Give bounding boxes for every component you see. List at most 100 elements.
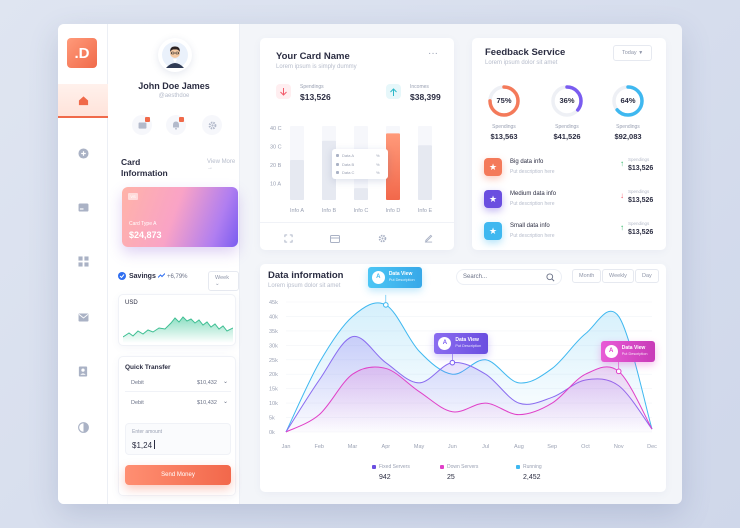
savings-period-select[interactable]: Week ⌄ [208, 271, 239, 291]
messages-button[interactable] [132, 115, 152, 135]
user-badge-icon [78, 365, 88, 377]
legend-item[interactable]: Fixed Servers 942 [372, 464, 442, 486]
search-input[interactable]: Search... [456, 269, 562, 285]
data-view-tooltip[interactable]: A Data View Put Description [367, 266, 422, 288]
check-circle-icon [118, 272, 126, 280]
tooltip-row: Data C% [336, 169, 384, 177]
legend-label: Fixed Servers [379, 464, 410, 470]
y-tick-label: 15k [269, 387, 278, 393]
view-more-link[interactable]: View More → [207, 159, 239, 171]
series-line-running[interactable] [285, 302, 653, 433]
card-settings-button[interactable] [378, 230, 387, 248]
x-tick-label: Dec [647, 444, 657, 450]
settings-button[interactable] [202, 115, 222, 135]
nav-theme[interactable] [58, 410, 108, 444]
bar[interactable] [354, 188, 368, 200]
view-more-label: View More [207, 159, 236, 165]
transfer-row[interactable]: Debit $10,432 ⌄ [125, 375, 231, 392]
caret-down-icon: ▼ [638, 50, 644, 56]
star-icon: ★ [484, 158, 502, 176]
data-view-tooltip[interactable]: A Data View Put Description [600, 341, 655, 363]
tooltip-row: Data A% [336, 152, 384, 160]
x-tick-label: Sep [547, 444, 557, 450]
tooltip-desc: Put Description [388, 277, 415, 282]
savings-chart-card: USD [118, 294, 236, 346]
progress-ring: 64% Spendings $92,083 [608, 84, 648, 144]
data-view-tooltip[interactable]: A Data View Put Description [434, 332, 489, 354]
profile-handle: @aesthdoe [158, 93, 190, 99]
legend-item[interactable]: Down Servers 25 [440, 464, 510, 486]
nav-profile[interactable] [58, 354, 108, 388]
tooltip-row-value: % [376, 161, 380, 167]
feedback-item[interactable]: ★ Medium data info Put description here ↓ Sp… [484, 188, 656, 214]
nav-grid[interactable] [58, 244, 108, 278]
data-point-marker[interactable] [615, 368, 622, 375]
amount-input[interactable]: Enter amount $1,24 [125, 423, 231, 455]
legend-swatch [440, 465, 444, 469]
series-line-down-servers[interactable] [285, 366, 653, 433]
bar[interactable] [386, 133, 400, 200]
x-tick-label: Jun [448, 444, 457, 450]
expand-button[interactable] [284, 230, 293, 248]
tooltip-desc: Put Description [455, 343, 482, 348]
ring-percent: 64% [620, 96, 636, 105]
amount-placeholder: Enter amount [132, 429, 163, 435]
send-money-button[interactable]: Send Money [125, 465, 231, 485]
notification-dot [145, 117, 150, 122]
app-logo[interactable]: .D [67, 38, 97, 68]
data-point-marker[interactable] [449, 359, 456, 366]
progress-ring: 75% Spendings $13,563 [484, 84, 524, 144]
bar-y-tick: 10 A [270, 182, 281, 188]
feedback-item[interactable]: ★ Big data info Put description here ↑ Spend… [484, 156, 656, 182]
feedback-period-value: Today [622, 50, 637, 56]
more-dots-icon: ··· [428, 48, 438, 59]
arrow-up-icon: ↑ [620, 223, 624, 232]
savings-change: +6,79% [167, 274, 188, 280]
feedback-item-title: Medium data info [510, 191, 557, 197]
message-icon [138, 121, 146, 129]
transfer-row-label: Debit [131, 400, 144, 406]
nav-cards[interactable] [58, 190, 108, 224]
feedback-item-title: Small data info [510, 223, 550, 229]
period-day-button[interactable]: Day [635, 269, 659, 283]
y-tick-label: 30k [269, 343, 278, 349]
card-view-button[interactable] [330, 230, 340, 248]
arrow-up-icon: ↑ [620, 159, 624, 168]
legend-item[interactable]: Running 2,452 [516, 464, 586, 486]
transfer-row-amount: $10,432 [197, 400, 217, 406]
ring-chart [488, 85, 520, 117]
avatar[interactable] [158, 38, 192, 72]
ring-arc [488, 85, 520, 117]
legend-value: 942 [379, 474, 391, 481]
card-info-title: Card Information [121, 157, 168, 179]
card-type: Card Type A [129, 221, 157, 227]
data-point-marker[interactable] [383, 302, 389, 308]
legend-swatch [336, 171, 339, 174]
nav-mail[interactable] [58, 300, 108, 334]
arrow-up-icon [386, 84, 401, 99]
ring-percent: 36% [559, 96, 575, 105]
credit-card[interactable]: VS Card Type A $24,873 [122, 187, 238, 247]
notifications-button[interactable] [166, 115, 186, 135]
card-info-title-line1: Card [121, 157, 141, 167]
bar-x-label: Info A [290, 208, 304, 214]
period-month-button[interactable]: Month [572, 269, 602, 283]
bar-x-label: Info B [322, 208, 337, 214]
card-edit-button[interactable] [424, 230, 433, 248]
tooltip-title: Data View [388, 270, 413, 277]
feedback-item[interactable]: ★ Small data info Put description here ↑ Spe… [484, 220, 656, 246]
feedback-period-select[interactable]: Today ▼ [613, 45, 653, 61]
chevron-down-icon: ⌄ [215, 281, 220, 287]
bar[interactable] [418, 145, 432, 200]
nav-add[interactable] [58, 136, 108, 170]
quick-transfer-card: Quick Transfer Debit $10,432 ⌄ Debit $10… [118, 356, 236, 496]
feedback-stat-value: $13,526 [628, 197, 654, 204]
chevron-down-icon: ⌄ [223, 399, 229, 405]
data-info-title: Data information [268, 270, 344, 281]
card-bar-chart: 40 C 30 C 20 B 10 A Info A Info B Info C Info D… [270, 126, 433, 214]
transfer-row[interactable]: Debit $10,432 ⌄ [125, 395, 231, 412]
bar[interactable] [290, 160, 304, 200]
nav-home[interactable] [58, 84, 108, 118]
period-weekly-button[interactable]: Weekly [602, 269, 634, 283]
more-options-button[interactable]: ··· [428, 48, 438, 59]
